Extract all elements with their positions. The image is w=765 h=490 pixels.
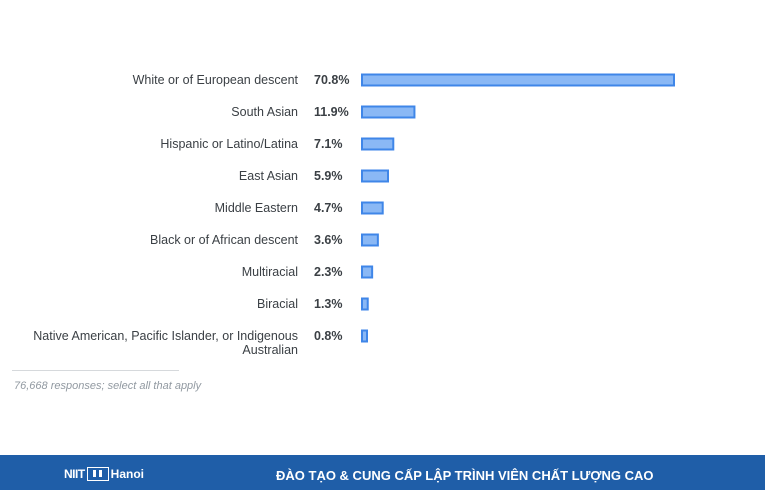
value-label: 4.7% <box>314 201 343 215</box>
bar <box>361 265 374 279</box>
value-label: 11.9% <box>314 105 349 119</box>
bar-chart: White or of European descent 70.8% South A… <box>33 73 675 357</box>
value-label: 5.9% <box>314 169 343 183</box>
category-label: Hispanic or Latino/Latina <box>160 137 298 151</box>
category-label: East Asian <box>239 169 298 183</box>
logo-mark-icon <box>86 467 109 481</box>
category-label: Native American, Pacific Islander, or In… <box>33 329 298 357</box>
value-label: 70.8% <box>314 73 349 87</box>
footer-banner <box>0 455 765 490</box>
value-label: 2.3% <box>314 265 343 279</box>
bar <box>361 105 416 119</box>
category-label: Biracial <box>257 297 298 311</box>
category-label: White or of European descent <box>133 73 299 87</box>
category-label: South Asian <box>231 105 298 119</box>
logo-niit-text: NIIT <box>64 467 85 481</box>
responses-note: 76,668 responses; select all that apply <box>14 380 202 392</box>
divider <box>12 370 179 371</box>
logo-hanoi-text: Hanoi <box>110 467 145 481</box>
bar <box>361 201 384 215</box>
value-label: 1.3% <box>314 297 343 311</box>
bar <box>361 329 368 343</box>
bar <box>361 169 389 183</box>
category-label: Multiracial <box>242 265 298 279</box>
bar <box>361 137 395 151</box>
value-label: 0.8% <box>314 329 343 343</box>
value-label: 3.6% <box>314 233 343 247</box>
bar <box>361 73 675 87</box>
bar <box>361 233 379 247</box>
footer-tagline: ĐÀO TẠO & CUNG CẤP LẬP TRÌNH VIÊN CHẤT L… <box>276 468 654 483</box>
niit-logo: NIIT Hanoi <box>64 466 144 482</box>
category-label: Black or of African descent <box>150 233 299 247</box>
category-label: Middle Eastern <box>215 201 298 215</box>
value-label: 7.1% <box>314 137 343 151</box>
bar <box>361 297 369 311</box>
